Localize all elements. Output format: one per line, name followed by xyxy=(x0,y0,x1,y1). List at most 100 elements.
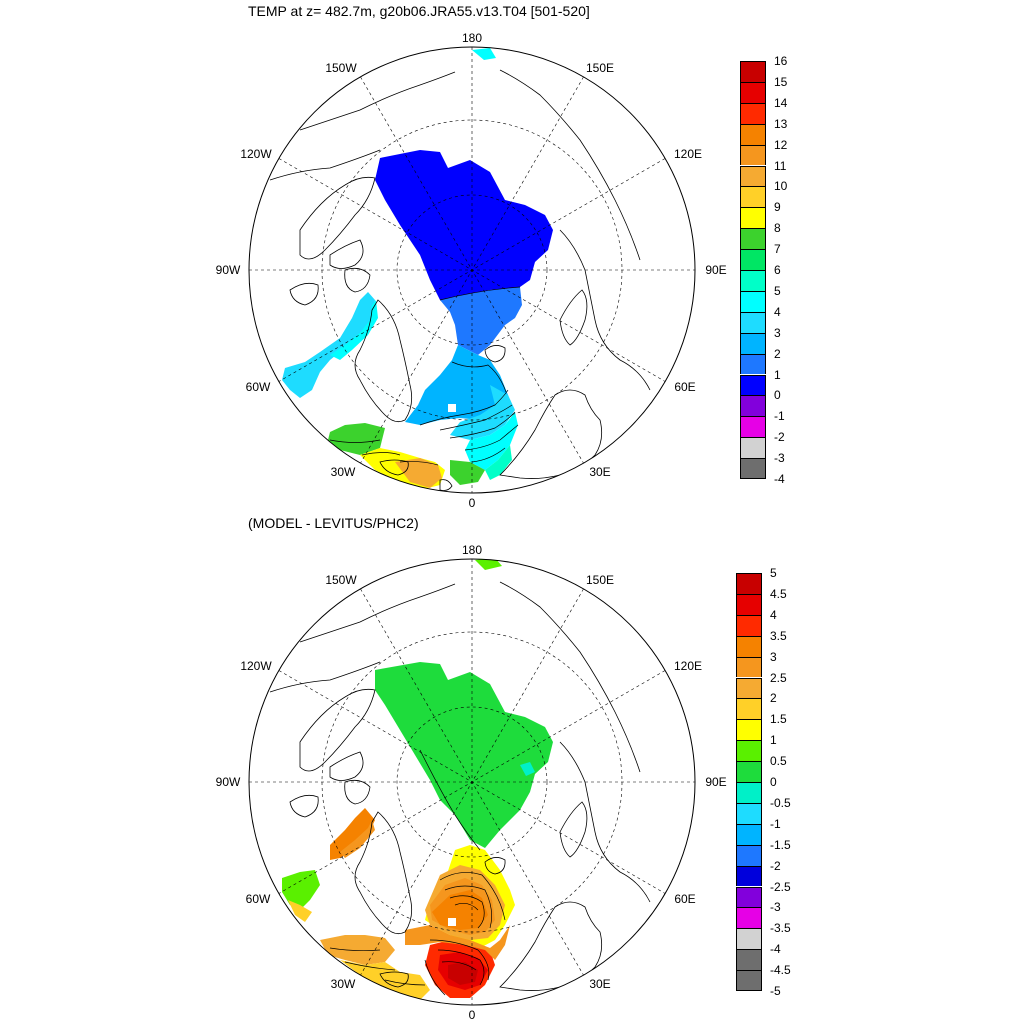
lon-label-120w: 120W xyxy=(240,147,272,161)
colorbar-swatch xyxy=(740,395,766,417)
colorbar-swatch xyxy=(736,865,762,887)
map-border-2 xyxy=(248,558,696,1006)
colorbar-swatch xyxy=(740,61,766,82)
lon-label-120e: 120E xyxy=(673,659,703,673)
lon-label-30e: 30E xyxy=(589,977,611,991)
temperature-field xyxy=(282,48,553,490)
colorbar-swatch xyxy=(740,270,766,291)
colorbar-tick-label: 4 xyxy=(774,304,781,319)
colorbar-tick-label: -4 xyxy=(774,472,785,486)
colorbar-tick-label: 0 xyxy=(770,775,777,789)
colorbar-tick-label: 2 xyxy=(774,346,781,361)
colorbar-swatch xyxy=(736,823,762,845)
colorbar-swatch xyxy=(740,249,766,270)
lon-label-60w: 60W xyxy=(245,892,271,906)
panel-2-title: (MODEL - LEVITUS/PHC2) xyxy=(248,515,419,531)
colorbar-tick-label: -4 xyxy=(770,942,781,957)
colorbar-swatch xyxy=(736,928,762,950)
lon-label-90w: 90W xyxy=(215,263,241,277)
colorbar-tick-label: -1 xyxy=(774,409,785,424)
colorbar-swatch xyxy=(740,186,766,208)
colorbar-tick-label: 15 xyxy=(774,74,788,89)
colorbar-tick-label: 11 xyxy=(774,158,787,173)
lon-label-0: 0 xyxy=(468,1008,476,1022)
colorbar-swatch xyxy=(740,165,766,187)
colorbar-swatch xyxy=(736,782,762,803)
lon-label-90e: 90E xyxy=(705,263,727,277)
colorbar-tick-label: 3 xyxy=(770,649,777,664)
colorbar-swatch xyxy=(740,353,766,375)
colorbar-swatch xyxy=(736,844,762,866)
lon-label-30w: 30W xyxy=(330,465,356,479)
colorbar-tick-label: -2 xyxy=(774,430,785,445)
colorbar-tick-label: 2.5 xyxy=(770,670,787,685)
colorbar-tick-label: -3.5 xyxy=(770,921,791,936)
colorbar-tick-label: 16 xyxy=(774,54,788,68)
colorbar-swatch xyxy=(740,123,766,145)
colorbar-swatch xyxy=(740,228,766,250)
lon-label-60w: 60W xyxy=(245,380,271,394)
colorbar-swatch xyxy=(740,374,766,396)
colorbar-tick-label: 2 xyxy=(770,691,777,706)
temperature-contours xyxy=(329,286,521,466)
colorbar-tick-label: 5 xyxy=(770,566,777,580)
colorbar-swatch xyxy=(736,573,762,594)
colorbar-tick-label: 7 xyxy=(774,242,781,257)
lon-label-150w: 150W xyxy=(325,573,357,587)
colorbar-swatch xyxy=(736,656,762,678)
colorbar-swatch xyxy=(736,614,762,636)
colorbar-tick-label: 13 xyxy=(774,116,788,131)
colorbar-tick-label: 4 xyxy=(770,607,777,622)
lon-label-150e: 150E xyxy=(585,61,615,75)
lon-label-60e: 60E xyxy=(674,380,696,394)
colorbar-tick-label: -2 xyxy=(770,858,781,873)
colorbar-swatch xyxy=(740,416,766,438)
colorbar-tick-label: 8 xyxy=(774,221,781,236)
colorbar-swatch xyxy=(740,332,766,354)
colorbar-tick-label: 1 xyxy=(770,733,777,748)
lon-label-90e: 90E xyxy=(705,775,727,789)
colorbar-swatch xyxy=(740,458,766,479)
colorbar-swatch xyxy=(736,719,762,741)
lon-label-150w: 150W xyxy=(325,61,357,75)
colorbar-tick-label: 4.5 xyxy=(770,586,787,601)
lon-label-120e: 120E xyxy=(673,147,703,161)
colorbar-swatch xyxy=(740,102,766,124)
colorbar-swatch xyxy=(736,949,762,971)
colorbar-tick-label: -4.5 xyxy=(770,963,791,978)
colorbar-swatch xyxy=(740,290,766,312)
colorbar-swatch xyxy=(736,740,762,762)
colorbar-tick-label: 0.5 xyxy=(770,754,787,769)
colorbar-swatch xyxy=(736,802,762,824)
lon-label-150e: 150E xyxy=(585,573,615,587)
lon-label-120w: 120W xyxy=(240,659,272,673)
panel-1-title: TEMP at z= 482.7m, g20b06.JRA55.v13.T04 … xyxy=(248,3,590,19)
lon-label-90w: 90W xyxy=(215,775,241,789)
coastlines-2 xyxy=(269,581,651,991)
colorbar-swatch xyxy=(736,907,762,929)
map-border-1 xyxy=(248,46,696,494)
colorbar-tick-label: 14 xyxy=(774,95,788,110)
colorbar-swatch xyxy=(740,437,766,459)
colorbar-swatch xyxy=(736,677,762,699)
colorbar-tick-label: 12 xyxy=(774,137,788,152)
lon-label-180: 180 xyxy=(461,543,483,557)
colorbar-swatch xyxy=(740,207,766,229)
colorbar-tick-label: -0.5 xyxy=(770,795,791,810)
colorbar-tick-label: -2.5 xyxy=(770,879,791,894)
lon-label-60e: 60E xyxy=(674,892,696,906)
graticule-2 xyxy=(249,559,695,1005)
difference-contours xyxy=(329,749,506,996)
colorbar-tick-label: -5 xyxy=(770,984,781,998)
colorbar-tick-label: 9 xyxy=(774,200,781,215)
lon-label-0: 0 xyxy=(468,496,476,510)
graticule-1 xyxy=(249,47,695,493)
colorbar-swatch xyxy=(736,593,762,615)
colorbar-tick-label: -1.5 xyxy=(770,837,791,852)
colorbar-tick-label: 10 xyxy=(774,179,788,194)
colorbar-swatch xyxy=(740,144,766,166)
colorbar-swatch xyxy=(736,698,762,720)
colorbar-tick-label: -3 xyxy=(774,451,785,466)
colorbar-tick-label: 5 xyxy=(774,283,781,298)
